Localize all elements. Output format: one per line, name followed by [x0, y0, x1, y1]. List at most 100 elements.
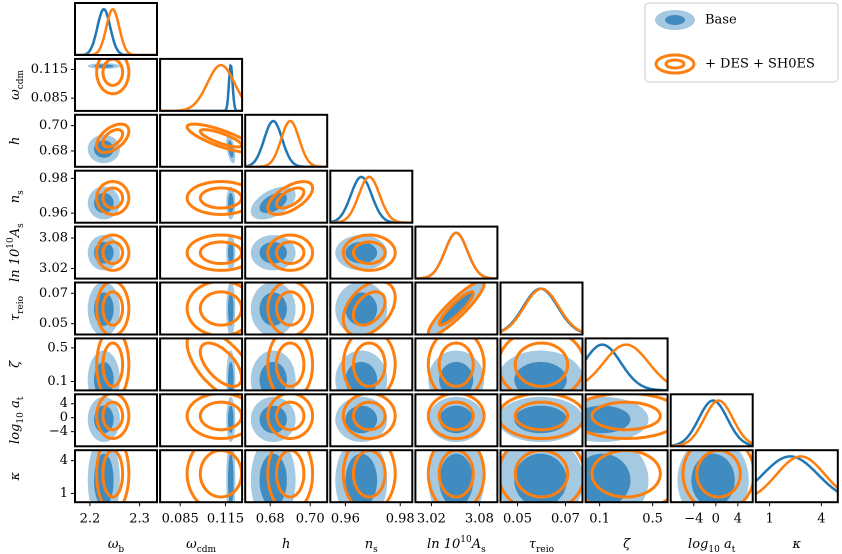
x-axis-label: log10 at [688, 537, 736, 554]
panel [677, 450, 753, 503]
label-part: ln 10 [427, 537, 460, 552]
panel-frame [499, 393, 584, 448]
contour-68 [101, 400, 125, 432]
panel-frame [159, 449, 244, 504]
panel [185, 233, 243, 272]
y-axis-label: ζ [8, 360, 23, 368]
contour-68 [274, 400, 306, 432]
x-axis-label: τreio [529, 537, 554, 554]
contour-95 [266, 450, 315, 503]
panel-frame [499, 337, 584, 392]
contour-68 [259, 361, 287, 391]
marginal-curve [415, 231, 498, 279]
panel [426, 282, 486, 335]
y-tick-label: 0.96 [39, 206, 68, 221]
x-tick-label: 4 [734, 512, 742, 527]
contour-95 [95, 122, 131, 155]
panel-frame [74, 393, 158, 448]
x-axis-label: ns [365, 537, 378, 554]
panel [250, 450, 315, 503]
panel [87, 282, 131, 335]
x-tick-label: 2.2 [80, 512, 101, 527]
panel-frame [74, 57, 158, 112]
contour-68 [228, 292, 234, 326]
panel-frame [159, 337, 244, 392]
x-axis-label: ωcdm [186, 537, 216, 554]
panel [250, 338, 315, 391]
y-tick-label: 3.08 [39, 231, 68, 246]
contour-95 [95, 179, 131, 217]
label-part: t [16, 396, 26, 400]
x-tick-label: 0.085 [162, 512, 199, 527]
contour-95 [95, 394, 131, 441]
x-tick-label: −4 [684, 512, 703, 527]
panel [185, 450, 243, 503]
contour-68 [101, 240, 125, 265]
x-axis-label: ln 1010As [427, 535, 486, 554]
contour-68 [228, 361, 234, 391]
y-tick-label: 0.085 [31, 91, 68, 106]
panel [335, 233, 397, 272]
label-part: t [732, 545, 736, 554]
contour-95 [185, 233, 243, 272]
contour-68 [437, 450, 475, 499]
panel-frame [329, 169, 414, 224]
x-tick-label: 0.1 [589, 512, 610, 527]
marginal-curve [245, 119, 328, 167]
panel [670, 399, 753, 447]
marginal-curve [585, 343, 668, 391]
x-tick-label: 0.5 [642, 512, 663, 527]
marginal-curve [500, 287, 583, 334]
y-tick-label: 0.70 [39, 118, 68, 133]
y-tick-label: 0.5 [47, 340, 68, 355]
y-tick-label: 0.98 [39, 171, 68, 186]
legend-label: + DES + SH0ES [705, 57, 815, 72]
contour-68 [585, 405, 631, 434]
label-part: ln 10 [8, 249, 23, 282]
y-tick-label: 0.68 [39, 143, 68, 158]
panel [87, 233, 131, 272]
contour-68 [228, 193, 234, 214]
x-axis-label: ωb [108, 537, 125, 554]
contour-95 [585, 394, 668, 441]
panel-frame [584, 393, 669, 448]
x-axis-label: κ [792, 537, 802, 552]
panel-frame [74, 2, 158, 56]
x-tick-label: 4 [817, 512, 825, 527]
contour-68 [351, 400, 387, 432]
panel [415, 231, 498, 279]
panel-frame [244, 113, 329, 168]
label-part: b [118, 545, 124, 554]
x-tick-label: 3.08 [465, 512, 494, 527]
y-axis-label: log10 at [8, 396, 26, 444]
y-tick-label: 0.05 [39, 316, 68, 331]
marginal-curve [415, 231, 498, 279]
contour-68 [101, 58, 125, 87]
panel [250, 180, 315, 220]
panel [87, 58, 131, 96]
legend: Base + DES + SH0ES [644, 2, 839, 83]
panel-frame [244, 449, 329, 504]
panel-frame [159, 57, 244, 112]
contour-95 [426, 450, 486, 503]
contour-68 [101, 128, 125, 149]
x-tick-label: 2.3 [129, 512, 150, 527]
contour-68 [101, 450, 125, 499]
y-axis-label: ns [8, 190, 26, 203]
contour-68 [439, 453, 474, 503]
contour-95 [426, 282, 486, 335]
contour-68 [437, 400, 475, 432]
legend-swatch [664, 58, 686, 70]
contour-95 [95, 233, 131, 272]
panel-frame [244, 169, 329, 224]
panel [250, 282, 315, 335]
panel-frame [159, 225, 244, 280]
contour-68 [514, 453, 567, 503]
label-part: s [373, 545, 378, 554]
panel-frame [74, 225, 158, 280]
panel-frame [244, 281, 329, 336]
panel [160, 63, 243, 111]
x-tick-label: 0.96 [331, 512, 360, 527]
label-part: s [16, 190, 26, 195]
